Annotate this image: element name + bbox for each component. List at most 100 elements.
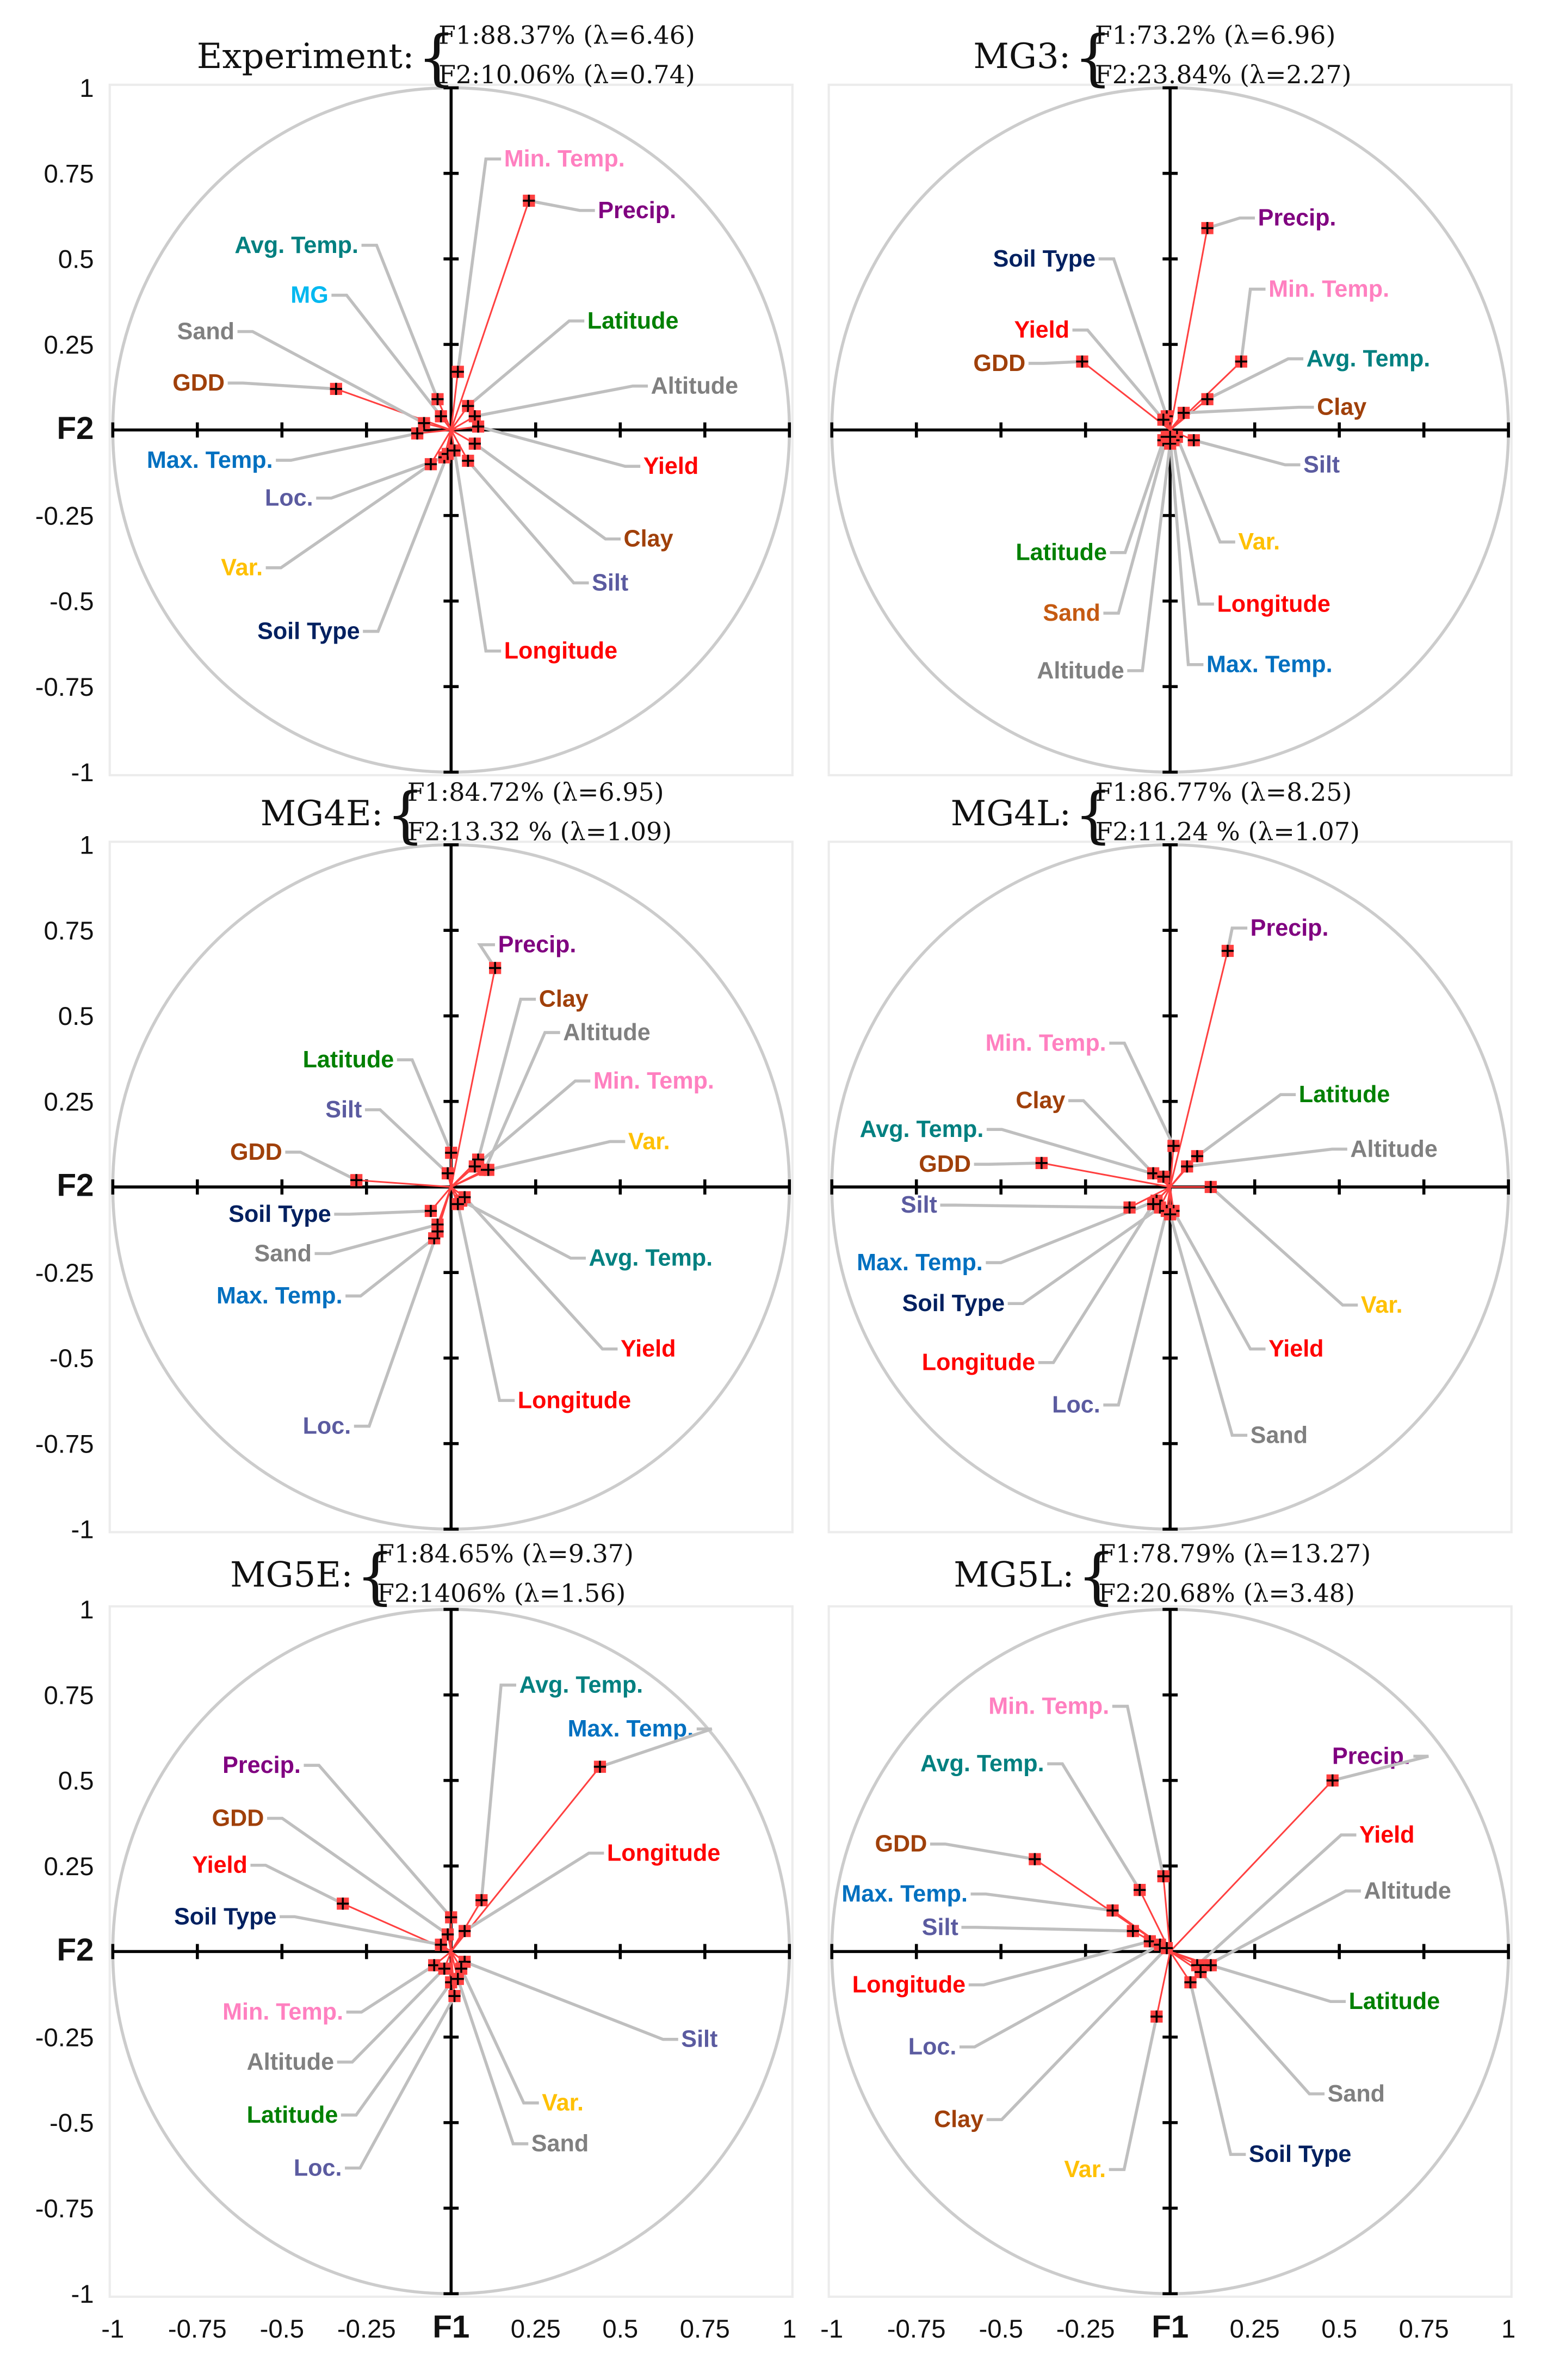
x-tick-label: 1: [782, 2315, 796, 2344]
variable-point-marker: [1076, 355, 1088, 368]
marker-cross: [337, 1897, 349, 1910]
variable-point-marker: [441, 1928, 454, 1941]
variable-label: Loc.: [1052, 1392, 1100, 1418]
leader-line: [467, 460, 589, 585]
panel-title-f2: F2:23.84% (λ=2.27): [1095, 60, 1352, 89]
marker-cross: [468, 1160, 481, 1173]
variable-label: Var.: [1238, 529, 1280, 555]
leader-line: [483, 1031, 560, 1171]
panel-title-f2: F2:10.06% (λ=0.74): [438, 60, 695, 89]
variable-label: Var.: [628, 1128, 670, 1154]
y-tick-label: 0.25: [44, 1087, 94, 1116]
marker-cross: [424, 458, 437, 471]
variable-label: Sand: [177, 318, 234, 344]
variable-label: Sand: [1328, 2081, 1385, 2107]
variable-label: Sand: [1251, 1422, 1308, 1448]
variable-point-marker: [1147, 1198, 1160, 1210]
marker-cross: [455, 1962, 468, 1975]
leader-line: [1196, 1833, 1357, 1967]
variable-label: Max. Temp.: [841, 1881, 968, 1907]
y-tick-label: -0.5: [49, 2109, 94, 2138]
leader-line: [1172, 1210, 1266, 1351]
leader-line: [463, 1851, 604, 1933]
variable-vector: [356, 1179, 451, 1188]
marker-cross: [468, 410, 481, 423]
marker-cross: [1123, 1201, 1136, 1214]
marker-cross: [411, 427, 424, 440]
leader-line: [341, 1981, 453, 2117]
variable-point-marker: [468, 410, 481, 423]
marker-cross: [1181, 1160, 1193, 1173]
leader-line: [1068, 1099, 1155, 1174]
y-tick-label: -1: [71, 1516, 94, 1544]
variable-vector: [1169, 1779, 1333, 1952]
variable-label: Altitude: [1350, 1136, 1437, 1162]
variable-vector: [1081, 361, 1171, 431]
panel-title-f2: F2:13.32 % (λ=1.09): [407, 817, 672, 846]
variable-point-marker: [1235, 355, 1247, 368]
panel-title-f2: F2:1406% (λ=1.56): [377, 1578, 626, 1608]
variable-vector: [1169, 950, 1229, 1188]
variable-point-marker: [1164, 430, 1177, 443]
variable-point-marker: [1035, 1157, 1048, 1170]
y-tick-label: 0.75: [44, 159, 94, 188]
variable-point-marker: [431, 393, 444, 405]
marker-cross: [1127, 1925, 1139, 1937]
variable-label: Latitude: [247, 2102, 338, 2128]
variable-point-marker: [468, 437, 481, 450]
variable-label: Latitude: [587, 308, 679, 334]
leader-line: [986, 1128, 1164, 1178]
leader-line: [1175, 436, 1235, 544]
leader-line: [1226, 926, 1248, 951]
leader-line: [363, 453, 449, 633]
variable-label: Soil Type: [257, 618, 360, 644]
leader-line: [974, 1161, 1042, 1166]
leader-line: [331, 293, 442, 417]
variable-label: Altitude: [651, 373, 738, 399]
marker-cross: [1160, 1942, 1173, 1955]
panel-title-name: MG3:: [973, 36, 1070, 77]
variable-label: Min. Temp.: [988, 1693, 1109, 1719]
variable-point-marker: [337, 1897, 349, 1910]
variable-label: Loc.: [265, 485, 313, 511]
variable-label: Longitude: [1217, 591, 1330, 617]
variable-label: Sand: [1043, 600, 1100, 626]
variable-point-marker: [1195, 1965, 1207, 1979]
leader-line: [337, 1967, 445, 2064]
leader-line: [476, 998, 536, 1160]
variable-label: Clay: [539, 986, 589, 1012]
y-tick-label: -1: [71, 2280, 94, 2309]
leader-line: [1072, 328, 1165, 421]
panel-title-f1: F1:88.37% (λ=6.46): [438, 21, 695, 50]
marker-cross: [330, 382, 342, 395]
variable-label: GDD: [172, 370, 225, 396]
variable-point-marker: [468, 1160, 481, 1173]
variable-label: Latitude: [1299, 1081, 1390, 1108]
variable-label: Min. Temp.: [593, 1068, 714, 1094]
variable-vector: [1129, 1186, 1171, 1209]
leader-line: [478, 425, 641, 468]
panel-title-f1: F1:84.65% (λ=9.37): [377, 1539, 634, 1568]
variable-label: Latitude: [1016, 540, 1107, 566]
leader-line: [1038, 1203, 1155, 1364]
variable-point-marker: [424, 458, 437, 471]
leader-line: [364, 1108, 449, 1174]
title-brace: {: [417, 23, 456, 94]
variable-point-marker: [1177, 406, 1190, 419]
leader-line: [345, 1995, 456, 2170]
x-tick-label: 1: [1501, 2315, 1515, 2344]
leader-line: [961, 1926, 1133, 1933]
leader-line: [940, 1203, 1130, 1209]
leader-line: [1206, 357, 1304, 401]
variable-vector: [1155, 1951, 1171, 2017]
pca-panel-4: MG5E: {F1:84.65% (λ=9.37) F2:1406% (λ=1.56…: [35, 1539, 797, 2345]
variable-label: Longitude: [922, 1350, 1035, 1376]
variable-label: Clay: [934, 2106, 983, 2132]
leader-line: [1193, 438, 1301, 467]
x-tick-label: -0.5: [979, 2315, 1023, 2344]
panel-title-f1: F1:73.2% (λ=6.96): [1095, 21, 1336, 50]
marker-cross: [448, 444, 461, 457]
leader-line: [1103, 1210, 1168, 1407]
x-tick-label: 0.75: [680, 2315, 730, 2344]
